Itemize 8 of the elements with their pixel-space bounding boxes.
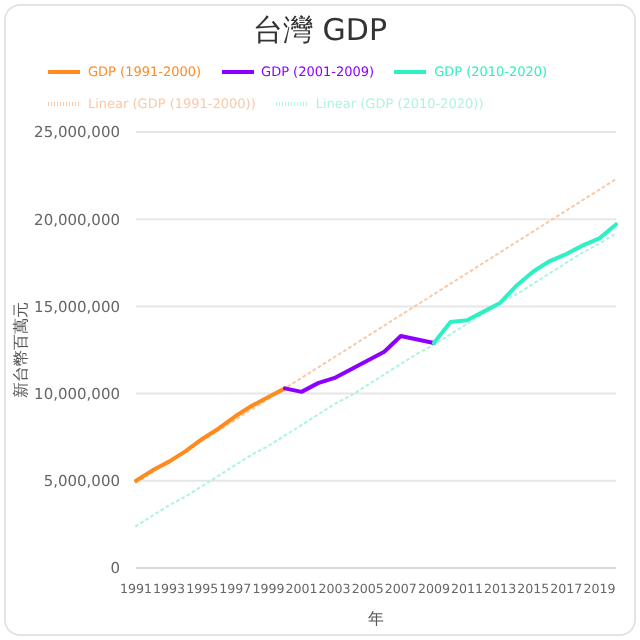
y-axis-title: 新台幣百萬元 bbox=[11, 302, 30, 398]
line-series bbox=[282, 334, 436, 394]
line-series bbox=[134, 386, 287, 483]
chart-title: 台灣 GDP bbox=[251, 12, 389, 50]
line-series bbox=[431, 222, 618, 346]
x-axis-title: 年 bbox=[368, 610, 384, 628]
line-series bbox=[135, 232, 617, 528]
line-series bbox=[135, 178, 617, 484]
